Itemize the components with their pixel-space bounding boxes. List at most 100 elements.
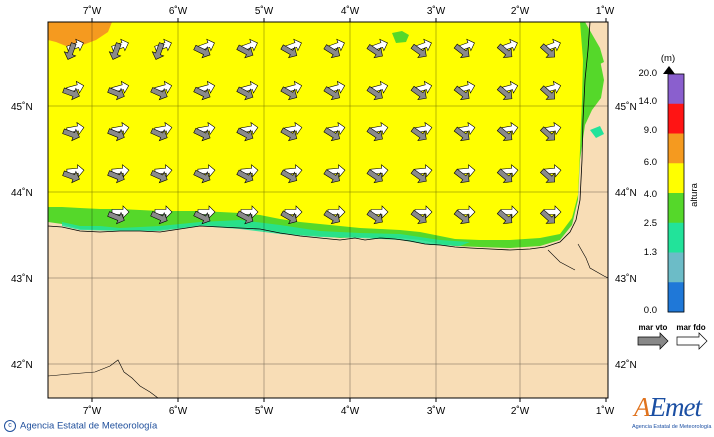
wind-sea-arrow <box>410 43 427 59</box>
lon-label-top: 7˚W <box>83 5 102 17</box>
wind-sea-arrow <box>539 43 556 58</box>
wind-sea-arrow <box>150 128 168 142</box>
wind-sea-arrow <box>280 169 298 184</box>
wind-sea-arrow <box>453 168 470 183</box>
lon-label-top: 1˚W <box>596 5 615 17</box>
wind-sea-arrow <box>236 169 254 184</box>
wind-sea-arrow <box>496 85 513 100</box>
lat-label-left: 44˚N <box>11 187 33 199</box>
lon-label-bottom: 3˚W <box>427 405 446 417</box>
wind-sea-arrow <box>410 126 427 142</box>
legend-colorbar <box>668 74 684 313</box>
wind-sea-arrow <box>539 126 556 141</box>
wind-sea-arrow <box>193 127 211 142</box>
legend-mar-fdo-label: mar fdo <box>676 323 705 332</box>
lat-label-left: 45˚N <box>11 101 33 113</box>
sea-yellow <box>48 22 583 240</box>
wind-sea-arrow <box>280 44 298 59</box>
legend-level-label: 20.0 <box>639 68 658 79</box>
wind-sea-arrow <box>107 128 125 142</box>
legend-color-segment <box>668 103 684 134</box>
legend: (m) 20.0 14.0 9.0 6.0 4.0 2.5 1.3 0.0 altura ma… <box>637 53 708 350</box>
legend-color-segment <box>668 133 684 164</box>
wind-sea-arrow <box>366 169 383 184</box>
wind-sea-arrow <box>323 86 340 101</box>
wind-sea-arrow <box>323 44 340 59</box>
legend-color-segment <box>668 193 684 224</box>
lat-label-right: 42˚N <box>615 359 637 371</box>
wind-sea-arrow <box>323 127 340 142</box>
wind-sea-arrow <box>453 85 470 100</box>
legend-mar-vto-arrow <box>637 332 669 350</box>
legend-level-label: 0.0 <box>644 305 657 316</box>
wind-sea-arrow <box>539 85 556 100</box>
wind-sea-arrow <box>62 87 80 101</box>
map-area <box>48 22 608 398</box>
logo-letter-a: A <box>634 392 650 422</box>
wind-sea-arrow <box>193 169 211 184</box>
legend-color-segment <box>668 74 684 105</box>
sea-green-patch <box>392 31 409 43</box>
boundary-lines <box>48 243 608 398</box>
axis-ticks <box>91 18 607 402</box>
wind-sea-arrow <box>62 128 80 142</box>
lat-label-right: 43˚N <box>615 273 637 285</box>
wind-sea-arrow <box>280 86 298 101</box>
wind-sea-arrow <box>62 170 80 184</box>
lon-label-bottom: 1˚W <box>596 405 615 417</box>
graticule <box>48 22 608 398</box>
map-frame <box>47 21 609 399</box>
legend-level-label: 1.3 <box>644 247 657 258</box>
wind-sea-arrow <box>193 86 211 101</box>
lat-label-right: 45˚N <box>615 101 637 113</box>
wind-sea-arrow <box>193 210 211 225</box>
wind-sea-arrow <box>496 168 513 183</box>
lon-label-bottom: 4˚W <box>341 405 360 417</box>
wind-sea-arrow <box>453 43 470 58</box>
sea-orange-corner <box>48 22 112 46</box>
sea-teal-strip <box>62 220 470 246</box>
agency-name: Agencia Estatal de Meteorología <box>20 420 158 432</box>
wind-sea-arrow <box>323 169 340 184</box>
legend-mar-fdo-arrow <box>676 332 708 350</box>
wind-sea-arrow <box>236 127 254 142</box>
wind-sea-arrow <box>150 170 168 184</box>
lat-label-right: 44˚N <box>615 187 637 199</box>
wind-sea-arrow <box>63 42 77 60</box>
logo-subtitle: Agencia Estatal de Meteorología <box>632 424 712 430</box>
wind-sea-arrow <box>366 86 383 101</box>
legend-color-segment <box>668 163 684 194</box>
legend-color-segment <box>668 282 684 313</box>
wind-sea-arrow <box>453 209 470 224</box>
wind-sea-arrow <box>236 44 254 59</box>
wind-sea-arrow <box>453 126 470 141</box>
wind-sea-arrow <box>107 211 125 225</box>
wind-sea-arrow <box>410 85 427 101</box>
wind-sea-arrow <box>280 127 298 142</box>
wind-sea-arrow <box>108 42 122 60</box>
coastline <box>48 22 591 251</box>
lon-label-bottom: 7˚W <box>83 405 102 417</box>
wind-sea-arrow <box>280 210 298 225</box>
copyright-icon: c <box>4 420 16 432</box>
lat-label-left: 42˚N <box>11 359 33 371</box>
wind-sea-arrow <box>150 211 168 225</box>
wind-sea-arrow <box>410 209 427 225</box>
legend-bar-frame <box>667 73 685 313</box>
legend-level-label: 2.5 <box>644 218 657 229</box>
wind-sea-arrow <box>107 170 125 184</box>
lon-label-bottom: 2˚W <box>511 405 530 417</box>
wind-sea-arrow <box>193 44 211 59</box>
legend-level-label: 14.0 <box>639 96 658 107</box>
legend-top-triangle <box>663 66 675 74</box>
legend-unit: (m) <box>661 53 675 64</box>
lon-label-top: 5˚W <box>255 5 274 17</box>
lon-label-top: 2˚W <box>511 5 530 17</box>
wind-sea-arrow <box>539 168 556 183</box>
wind-sea-arrow <box>366 44 383 59</box>
logo-wordmark: Emet <box>649 392 702 422</box>
wind-sea-arrow <box>496 209 513 224</box>
legend-level-labels: 20.0 14.0 9.0 6.0 4.0 2.5 1.3 0.0 <box>639 68 658 316</box>
legend-level-label: 9.0 <box>644 125 657 136</box>
